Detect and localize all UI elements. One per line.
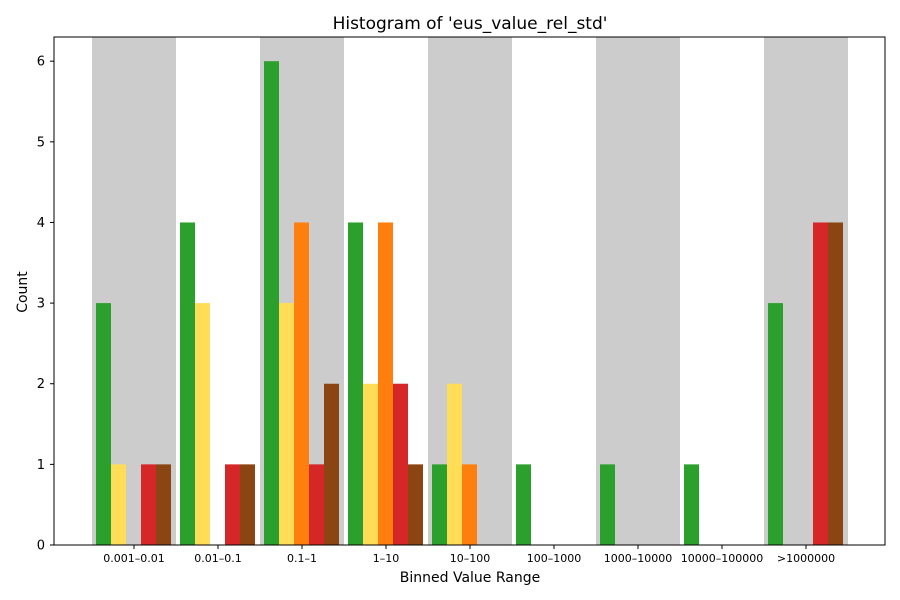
bar <box>393 383 408 545</box>
bar <box>294 222 309 545</box>
bar <box>141 464 156 545</box>
x-tick-label: 10–100 <box>450 552 491 565</box>
bar <box>324 383 339 545</box>
x-axis: 0.001–0.01 0.01–0.1 0.1–1 1–10 10–100 100–100… <box>103 545 835 565</box>
bar <box>96 303 111 545</box>
bar <box>363 383 378 545</box>
bar <box>378 222 393 545</box>
y-tick-label: 6 <box>37 55 45 70</box>
bar <box>684 464 699 545</box>
x-tick-label: 10000–100000 <box>681 552 763 565</box>
bar <box>279 303 294 545</box>
bars <box>96 61 843 545</box>
bar <box>516 464 531 545</box>
y-tick-label: 5 <box>37 135 45 150</box>
bar <box>195 303 210 545</box>
bar <box>240 464 255 545</box>
x-tick-label: 1000–10000 <box>604 552 673 565</box>
y-axis: 0 1 2 3 4 5 6 <box>37 55 54 554</box>
x-axis-label: Binned Value Range <box>400 570 540 586</box>
bar <box>225 464 240 545</box>
bar <box>432 464 447 545</box>
x-tick-label: 0.01–0.1 <box>194 552 242 565</box>
chart-title: Histogram of 'eus_value_rel_std' <box>333 14 608 34</box>
category-band <box>428 37 512 545</box>
bar <box>156 464 171 545</box>
x-tick-label: 0.001–0.01 <box>103 552 164 565</box>
y-tick-label: 3 <box>37 297 45 312</box>
bar <box>180 222 195 545</box>
bar <box>813 222 828 545</box>
bar <box>768 303 783 545</box>
x-tick-label: 100–1000 <box>527 552 582 565</box>
bar <box>264 61 279 545</box>
x-tick-label: >1000000 <box>777 552 835 565</box>
x-tick-label: 0.1–1 <box>287 552 317 565</box>
y-tick-label: 2 <box>37 377 45 392</box>
bar <box>828 222 843 545</box>
bar <box>462 464 477 545</box>
y-tick-label: 4 <box>37 216 45 231</box>
bar <box>447 383 462 545</box>
bar <box>111 464 126 545</box>
bar <box>600 464 615 545</box>
category-band <box>596 37 680 545</box>
y-tick-label: 1 <box>37 458 45 473</box>
bar <box>309 464 324 545</box>
bar <box>348 222 363 545</box>
bar <box>408 464 423 545</box>
y-axis-label: Count <box>15 271 31 313</box>
y-tick-label: 0 <box>37 539 45 554</box>
x-tick-label: 1–10 <box>373 552 400 565</box>
